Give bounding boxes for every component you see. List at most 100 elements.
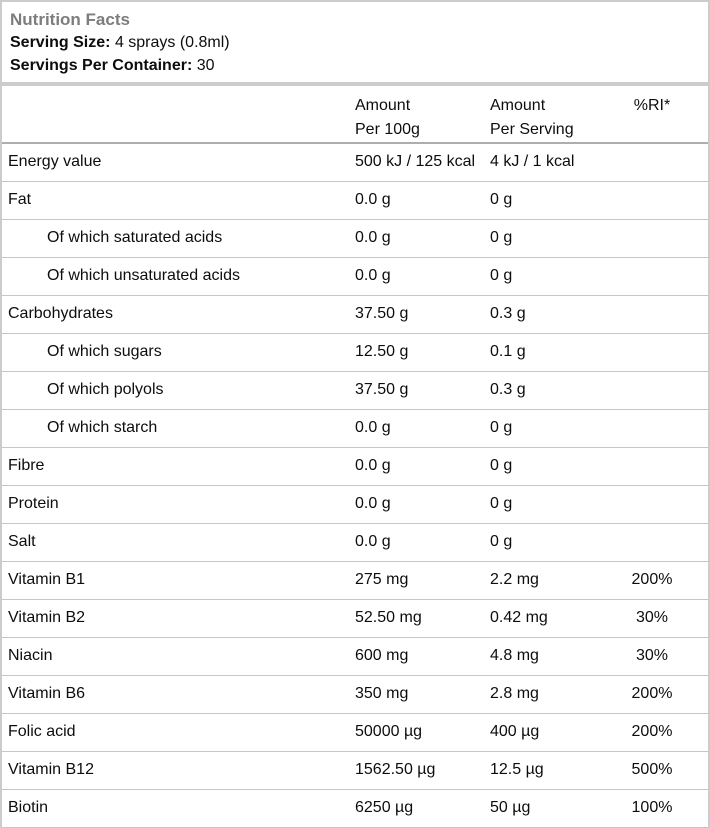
ri-percent-cell: 100%: [618, 789, 708, 828]
column-header-nutrient: [2, 86, 353, 144]
column-header-ri-percent: %RI*: [618, 86, 708, 144]
amount-per-100g-cell: 12.50 g: [353, 333, 490, 372]
nutrient-label-cell: Of which unsaturated acids: [2, 257, 353, 296]
ri-percent-cell: [618, 143, 708, 182]
nutrient-label-cell: Of which starch: [2, 409, 353, 448]
ri-percent-cell: [618, 523, 708, 562]
amount-per-100g-cell: 37.50 g: [353, 295, 490, 334]
amount-per-100g-line2: Per 100g: [355, 121, 420, 138]
table-row: Energy value 500 kJ / 125 kcal 4 kJ / 1 …: [2, 143, 708, 182]
nutrient-label-cell: Fat: [2, 181, 353, 220]
ri-percent-cell: 500%: [618, 751, 708, 790]
amount-per-serving-cell: 0 g: [490, 219, 618, 258]
table-row: Of which unsaturated acids 0.0 g 0 g: [2, 257, 708, 296]
amount-per-serving-cell: 0.3 g: [490, 371, 618, 410]
amount-per-serving-cell: 0 g: [490, 257, 618, 296]
serving-size-label: Serving Size:: [10, 34, 111, 51]
nutrition-table-body: Energy value 500 kJ / 125 kcal 4 kJ / 1 …: [2, 143, 708, 828]
amount-per-serving-cell: 12.5 µg: [490, 751, 618, 790]
nutrient-label-cell: Protein: [2, 485, 353, 524]
nutrient-label-cell: Vitamin B6: [2, 675, 353, 714]
table-row: Salt 0.0 g 0 g: [2, 523, 708, 562]
nutrition-facts-title: Nutrition Facts: [10, 10, 130, 29]
nutrient-label-cell: Of which saturated acids: [2, 219, 353, 258]
nutrient-label-cell: Vitamin B1: [2, 561, 353, 600]
nutrition-table-box: Amount Per 100g Amount Per Serving %RI* …: [0, 84, 710, 828]
amount-per-serving-line1: Amount: [490, 97, 546, 114]
table-row: Fat 0.0 g 0 g: [2, 181, 708, 220]
table-row: Biotin 6250 µg 50 µg 100%: [2, 789, 708, 828]
amount-per-serving-cell: 0.42 mg: [490, 599, 618, 638]
ri-percent-cell: [618, 181, 708, 220]
nutrient-label-cell: Vitamin B2: [2, 599, 353, 638]
amount-per-100g-line1: Amount: [355, 97, 411, 114]
ri-percent-cell: 200%: [618, 561, 708, 600]
column-header-row: Amount Per 100g Amount Per Serving %RI*: [2, 86, 708, 144]
amount-per-100g-cell: 6250 µg: [353, 789, 490, 828]
ri-percent-cell: 200%: [618, 713, 708, 752]
amount-per-serving-cell: 0.3 g: [490, 295, 618, 334]
table-row: Protein 0.0 g 0 g: [2, 485, 708, 524]
amount-per-serving-cell: 4.8 mg: [490, 637, 618, 676]
amount-per-100g-cell: 52.50 mg: [353, 599, 490, 638]
amount-per-serving-cell: 0 g: [490, 181, 618, 220]
amount-per-serving-cell: 4 kJ / 1 kcal: [490, 143, 618, 182]
nutrient-label-cell: Biotin: [2, 789, 353, 828]
amount-per-100g-cell: 350 mg: [353, 675, 490, 714]
amount-per-serving-cell: 400 µg: [490, 713, 618, 752]
nutrient-label-cell: Fibre: [2, 447, 353, 486]
amount-per-serving-cell: 2.2 mg: [490, 561, 618, 600]
table-row: Niacin 600 mg 4.8 mg 30%: [2, 637, 708, 676]
amount-per-serving-cell: 0 g: [490, 485, 618, 524]
ri-percent-cell: [618, 409, 708, 448]
amount-per-serving-line2: Per Serving: [490, 121, 574, 138]
table-row: Of which sugars 12.50 g 0.1 g: [2, 333, 708, 372]
amount-per-100g-cell: 37.50 g: [353, 371, 490, 410]
amount-per-100g-cell: 0.0 g: [353, 181, 490, 220]
amount-per-100g-cell: 1562.50 µg: [353, 751, 490, 790]
amount-per-100g-cell: 0.0 g: [353, 485, 490, 524]
servings-per-container-label: Servings Per Container:: [10, 57, 193, 74]
table-row: Of which polyols 37.50 g 0.3 g: [2, 371, 708, 410]
nutrient-label-cell: Salt: [2, 523, 353, 562]
nutrient-label-cell: Energy value: [2, 143, 353, 182]
ri-percent-cell: 200%: [618, 675, 708, 714]
table-row: Folic acid 50000 µg 400 µg 200%: [2, 713, 708, 752]
amount-per-100g-cell: 0.0 g: [353, 447, 490, 486]
amount-per-serving-cell: 50 µg: [490, 789, 618, 828]
nutrient-label-cell: Folic acid: [2, 713, 353, 752]
amount-per-100g-cell: 600 mg: [353, 637, 490, 676]
nutrition-table-head: Amount Per 100g Amount Per Serving %RI*: [2, 86, 708, 144]
amount-per-100g-cell: 275 mg: [353, 561, 490, 600]
amount-per-serving-cell: 2.8 mg: [490, 675, 618, 714]
servings-per-container-line: Servings Per Container: 30: [10, 54, 700, 77]
ri-percent-cell: [618, 447, 708, 486]
amount-per-100g-cell: 0.0 g: [353, 219, 490, 258]
table-row: Of which saturated acids 0.0 g 0 g: [2, 219, 708, 258]
ri-percent-cell: [618, 219, 708, 258]
amount-per-serving-cell: 0 g: [490, 523, 618, 562]
table-row: Fibre 0.0 g 0 g: [2, 447, 708, 486]
amount-per-100g-cell: 50000 µg: [353, 713, 490, 752]
table-row: Vitamin B2 52.50 mg 0.42 mg 30%: [2, 599, 708, 638]
column-header-amount-per-serving: Amount Per Serving: [490, 86, 618, 144]
ri-percent-cell: [618, 485, 708, 524]
ri-percent-cell: 30%: [618, 637, 708, 676]
table-row: Vitamin B6 350 mg 2.8 mg 200%: [2, 675, 708, 714]
nutrient-label-cell: Niacin: [2, 637, 353, 676]
amount-per-100g-cell: 0.0 g: [353, 409, 490, 448]
amount-per-serving-cell: 0.1 g: [490, 333, 618, 372]
column-header-amount-per-100g: Amount Per 100g: [353, 86, 490, 144]
nutrition-facts-header: Nutrition Facts Serving Size: 4 sprays (…: [0, 0, 710, 84]
nutrient-label-cell: Vitamin B12: [2, 751, 353, 790]
amount-per-100g-cell: 0.0 g: [353, 523, 490, 562]
nutrient-label-cell: Carbohydrates: [2, 295, 353, 334]
serving-size-value: 4 sprays (0.8ml): [114, 34, 230, 51]
amount-per-100g-cell: 500 kJ / 125 kcal: [353, 143, 490, 182]
nutrition-table: Amount Per 100g Amount Per Serving %RI* …: [2, 86, 708, 828]
nutrient-label-cell: Of which polyols: [2, 371, 353, 410]
ri-percent-cell: [618, 371, 708, 410]
ri-percent-cell: 30%: [618, 599, 708, 638]
ri-percent-cell: [618, 257, 708, 296]
